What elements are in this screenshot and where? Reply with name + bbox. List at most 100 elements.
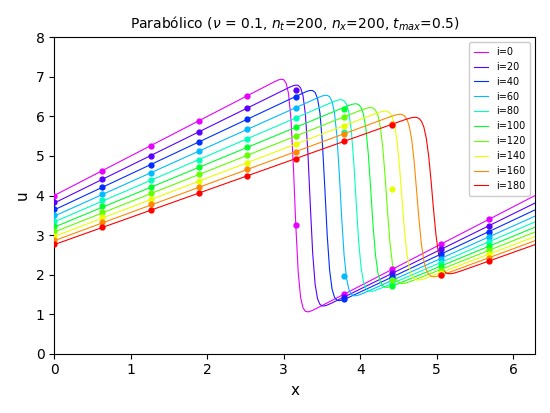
i=120	[532, 230, 538, 235]
i=160	[532, 238, 538, 243]
i=120	[51, 230, 57, 235]
i=60	[350, 293, 357, 298]
i=20	[513, 210, 519, 215]
Line: i=20: i=20	[54, 85, 535, 306]
i=80	[80, 207, 86, 212]
i=60	[140, 173, 147, 178]
i=100	[70, 217, 77, 222]
i=0	[305, 309, 311, 314]
i=120	[513, 237, 519, 242]
i=100	[51, 225, 57, 230]
Line: i=160: i=160	[54, 114, 535, 277]
i=0	[496, 212, 502, 217]
i=100	[140, 188, 147, 193]
Line: i=100: i=100	[54, 104, 535, 287]
i=0	[513, 203, 519, 208]
i=0	[80, 178, 86, 183]
Y-axis label: u: u	[15, 191, 30, 200]
i=80	[338, 97, 345, 102]
i=140	[70, 227, 77, 232]
i=140	[532, 234, 538, 239]
i=160	[430, 274, 437, 279]
i=0	[278, 77, 284, 82]
i=140	[416, 278, 422, 282]
Title: Parabólico ($\nu$ = 0.1, $n_t$=200, $n_x$=200, $t_{max}$=0.5): Parabólico ($\nu$ = 0.1, $n_t$=200, $n_x…	[130, 15, 459, 33]
i=120	[496, 244, 502, 249]
i=80	[496, 235, 502, 240]
i=180	[140, 210, 147, 215]
i=60	[179, 156, 185, 161]
i=100	[384, 285, 391, 290]
i=60	[80, 201, 86, 206]
i=160	[51, 238, 57, 243]
i=40	[51, 207, 57, 212]
i=40	[80, 194, 86, 199]
i=80	[140, 181, 147, 186]
Line: i=140: i=140	[54, 111, 535, 280]
i=100	[532, 225, 538, 230]
i=180	[532, 242, 538, 247]
i=40	[179, 147, 185, 152]
i=140	[496, 248, 502, 253]
i=180	[70, 235, 77, 240]
i=180	[411, 115, 417, 120]
i=80	[70, 211, 77, 216]
i=40	[307, 88, 314, 93]
Line: i=80: i=80	[54, 100, 535, 292]
i=80	[367, 289, 374, 294]
i=60	[70, 205, 77, 210]
i=60	[496, 230, 502, 235]
i=160	[179, 191, 185, 196]
i=160	[513, 245, 519, 250]
i=140	[80, 223, 86, 228]
i=40	[532, 207, 538, 212]
Line: i=180: i=180	[54, 117, 535, 274]
i=0	[51, 193, 57, 198]
i=140	[51, 234, 57, 239]
i=120	[367, 105, 374, 110]
i=0	[140, 147, 147, 152]
i=140	[179, 185, 185, 190]
i=160	[140, 205, 147, 210]
i=20	[293, 83, 299, 88]
i=100	[179, 172, 185, 177]
i=20	[70, 191, 77, 196]
i=100	[353, 101, 360, 106]
i=160	[80, 228, 86, 233]
i=60	[51, 214, 57, 218]
i=120	[70, 222, 77, 227]
Line: i=120: i=120	[54, 107, 535, 284]
i=40	[336, 298, 343, 303]
i=180	[51, 242, 57, 247]
i=140	[140, 200, 147, 205]
i=100	[80, 213, 86, 218]
i=180	[447, 271, 454, 276]
i=160	[397, 112, 403, 117]
Legend: i=0, i=20, i=40, i=60, i=80, i=100, i=120, i=140, i=160, i=180: i=0, i=20, i=40, i=60, i=80, i=100, i=12…	[469, 42, 530, 196]
Line: i=40: i=40	[54, 90, 535, 301]
Line: i=0: i=0	[54, 79, 535, 312]
i=0	[532, 193, 538, 198]
i=180	[80, 232, 86, 237]
i=20	[532, 201, 538, 206]
i=180	[496, 255, 502, 260]
i=120	[140, 194, 147, 199]
i=180	[513, 249, 519, 254]
i=80	[513, 228, 519, 233]
i=20	[319, 304, 326, 309]
i=180	[179, 197, 185, 202]
i=140	[382, 109, 388, 114]
i=60	[532, 214, 538, 218]
i=40	[70, 198, 77, 203]
X-axis label: x: x	[290, 383, 299, 398]
i=80	[179, 164, 185, 169]
i=20	[140, 157, 147, 161]
i=0	[70, 183, 77, 188]
i=100	[513, 233, 519, 237]
i=60	[513, 222, 519, 227]
i=80	[532, 219, 538, 224]
i=80	[51, 219, 57, 224]
i=20	[80, 186, 86, 191]
i=160	[496, 252, 502, 256]
i=20	[496, 218, 502, 223]
